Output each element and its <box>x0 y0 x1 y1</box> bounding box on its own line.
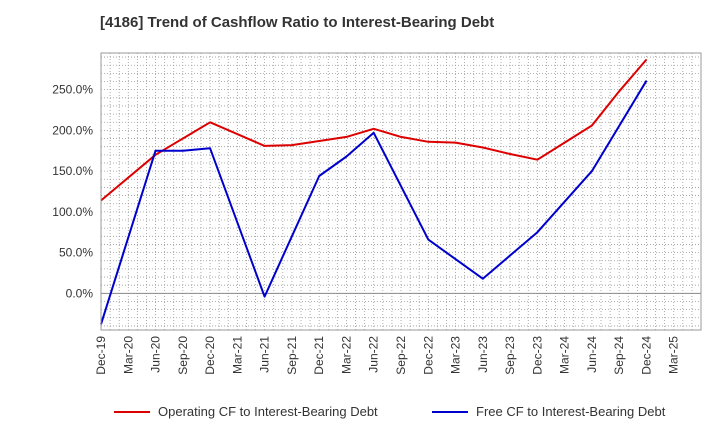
plot-frame <box>100 52 702 331</box>
series-line-free-cf <box>100 80 648 325</box>
x-tick-label: Jun-22 <box>367 336 381 373</box>
chart-title: [4186] Trend of Cashflow Ratio to Intere… <box>100 14 495 31</box>
legend-item-free: Free CF to Interest-Bearing Debt <box>432 404 665 419</box>
y-axis-ticks: 0.0% 50.0% 100.0% 150.0% 200.0% 250.0% <box>52 83 93 301</box>
x-tick-label: Mar-20 <box>121 336 135 374</box>
x-tick-label: Sep-21 <box>285 336 299 375</box>
x-tick-label: Mar-24 <box>558 336 572 374</box>
legend-swatch-operating <box>114 410 150 413</box>
x-tick-label: Dec-22 <box>421 336 435 375</box>
x-tick-label: Mar-22 <box>339 336 353 374</box>
x-tick-label: Sep-24 <box>612 336 626 375</box>
x-tick-label: Sep-22 <box>394 336 408 375</box>
y-tick-label: 250.0% <box>52 83 93 97</box>
legend: Operating CF to Interest-Bearing Debt Fr… <box>0 404 720 426</box>
y-tick-label: 50.0% <box>59 246 93 260</box>
x-tick-label: Sep-23 <box>503 336 517 375</box>
series-line-operating-cf <box>100 58 648 202</box>
x-tick-label: Sep-20 <box>176 336 190 375</box>
x-tick-label: Mar-25 <box>667 336 681 374</box>
x-tick-label: Mar-21 <box>230 336 244 374</box>
x-axis-ticks: Dec-19 Mar-20 Jun-20 Sep-20 Dec-20 Mar-21 Jun-… <box>94 336 681 375</box>
x-tick-label: Mar-23 <box>449 336 463 374</box>
x-tick-label: Dec-23 <box>530 336 544 375</box>
x-tick-label: Jun-23 <box>476 336 490 373</box>
y-tick-label: 0.0% <box>66 286 94 300</box>
legend-swatch-free <box>432 410 468 413</box>
x-tick-label: Dec-21 <box>312 336 326 375</box>
legend-label-operating: Operating CF to Interest-Bearing Debt <box>158 404 378 419</box>
x-tick-label: Dec-20 <box>203 336 217 375</box>
x-tick-label: Jun-21 <box>258 336 272 373</box>
grid-layer <box>101 53 701 330</box>
x-tick-label: Jun-24 <box>585 336 599 373</box>
y-tick-label: 150.0% <box>52 164 93 178</box>
x-tick-label: Dec-24 <box>639 336 653 375</box>
series-layer <box>100 58 648 325</box>
y-tick-label: 100.0% <box>52 205 93 219</box>
legend-label-free: Free CF to Interest-Bearing Debt <box>476 404 666 419</box>
y-tick-label: 200.0% <box>52 123 93 137</box>
x-tick-label: Jun-20 <box>149 336 163 373</box>
legend-item-operating: Operating CF to Interest-Bearing Debt <box>114 404 378 419</box>
x-tick-label: Dec-19 <box>94 336 108 375</box>
